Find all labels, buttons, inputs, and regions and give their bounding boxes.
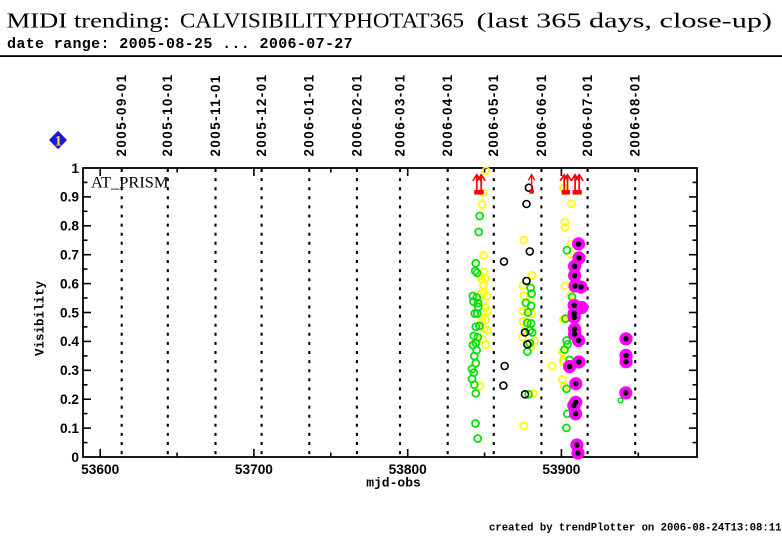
svg-text:date range: 2005-08-25 ... 200: date range: 2005-08-25 ... 2006-07-27 <box>7 36 353 53</box>
svg-text:2006-05-01: 2006-05-01 <box>486 74 501 157</box>
svg-text:53800: 53800 <box>389 462 427 477</box>
svg-text:2005-11-01: 2005-11-01 <box>208 74 223 156</box>
svg-text:0.1: 0.1 <box>60 421 79 436</box>
svg-text:mjd-obs: mjd-obs <box>366 476 421 491</box>
svg-text:1: 1 <box>71 161 79 176</box>
svg-text:MIDI trending:: MIDI trending: <box>7 9 171 33</box>
svg-text:1: 1 <box>55 133 63 149</box>
svg-text:created by trendPlotter on 200: created by trendPlotter on 2006-08-24T13… <box>489 523 781 535</box>
svg-text:2006-04-01: 2006-04-01 <box>440 74 455 157</box>
svg-text:2005-10-01: 2005-10-01 <box>160 74 175 157</box>
svg-text:53600: 53600 <box>81 462 119 477</box>
svg-text:0.8: 0.8 <box>60 219 79 234</box>
svg-text:53900: 53900 <box>542 462 580 477</box>
svg-text:0.6: 0.6 <box>60 276 79 291</box>
svg-text:2006-02-01: 2006-02-01 <box>349 74 364 157</box>
svg-text:Visibility: Visibility <box>34 280 48 356</box>
svg-text:0.3: 0.3 <box>60 363 79 378</box>
svg-text:2006-08-01: 2006-08-01 <box>628 74 643 157</box>
svg-text:2005-12-01: 2005-12-01 <box>254 74 269 157</box>
svg-text:CALVISIBILITYPHOTAT365: CALVISIBILITYPHOTAT365 <box>180 9 464 33</box>
svg-text:2005-09-01: 2005-09-01 <box>114 74 129 157</box>
svg-text:2006-07-01: 2006-07-01 <box>580 74 595 157</box>
svg-text:0.5: 0.5 <box>60 305 79 320</box>
svg-text:0.4: 0.4 <box>60 334 79 349</box>
svg-text:0.2: 0.2 <box>60 392 79 407</box>
svg-text:2006-03-01: 2006-03-01 <box>392 74 407 157</box>
svg-text:2006-06-01: 2006-06-01 <box>534 74 549 157</box>
svg-text:AT_PRISM: AT_PRISM <box>91 175 169 192</box>
svg-text:0.7: 0.7 <box>60 248 79 263</box>
svg-text:0: 0 <box>71 450 79 465</box>
svg-text:2006-01-01: 2006-01-01 <box>302 74 317 157</box>
svg-text:0.9: 0.9 <box>60 190 79 205</box>
svg-text:(last 365 days, close-up): (last 365 days, close-up) <box>477 9 773 33</box>
svg-text:53700: 53700 <box>235 462 273 477</box>
